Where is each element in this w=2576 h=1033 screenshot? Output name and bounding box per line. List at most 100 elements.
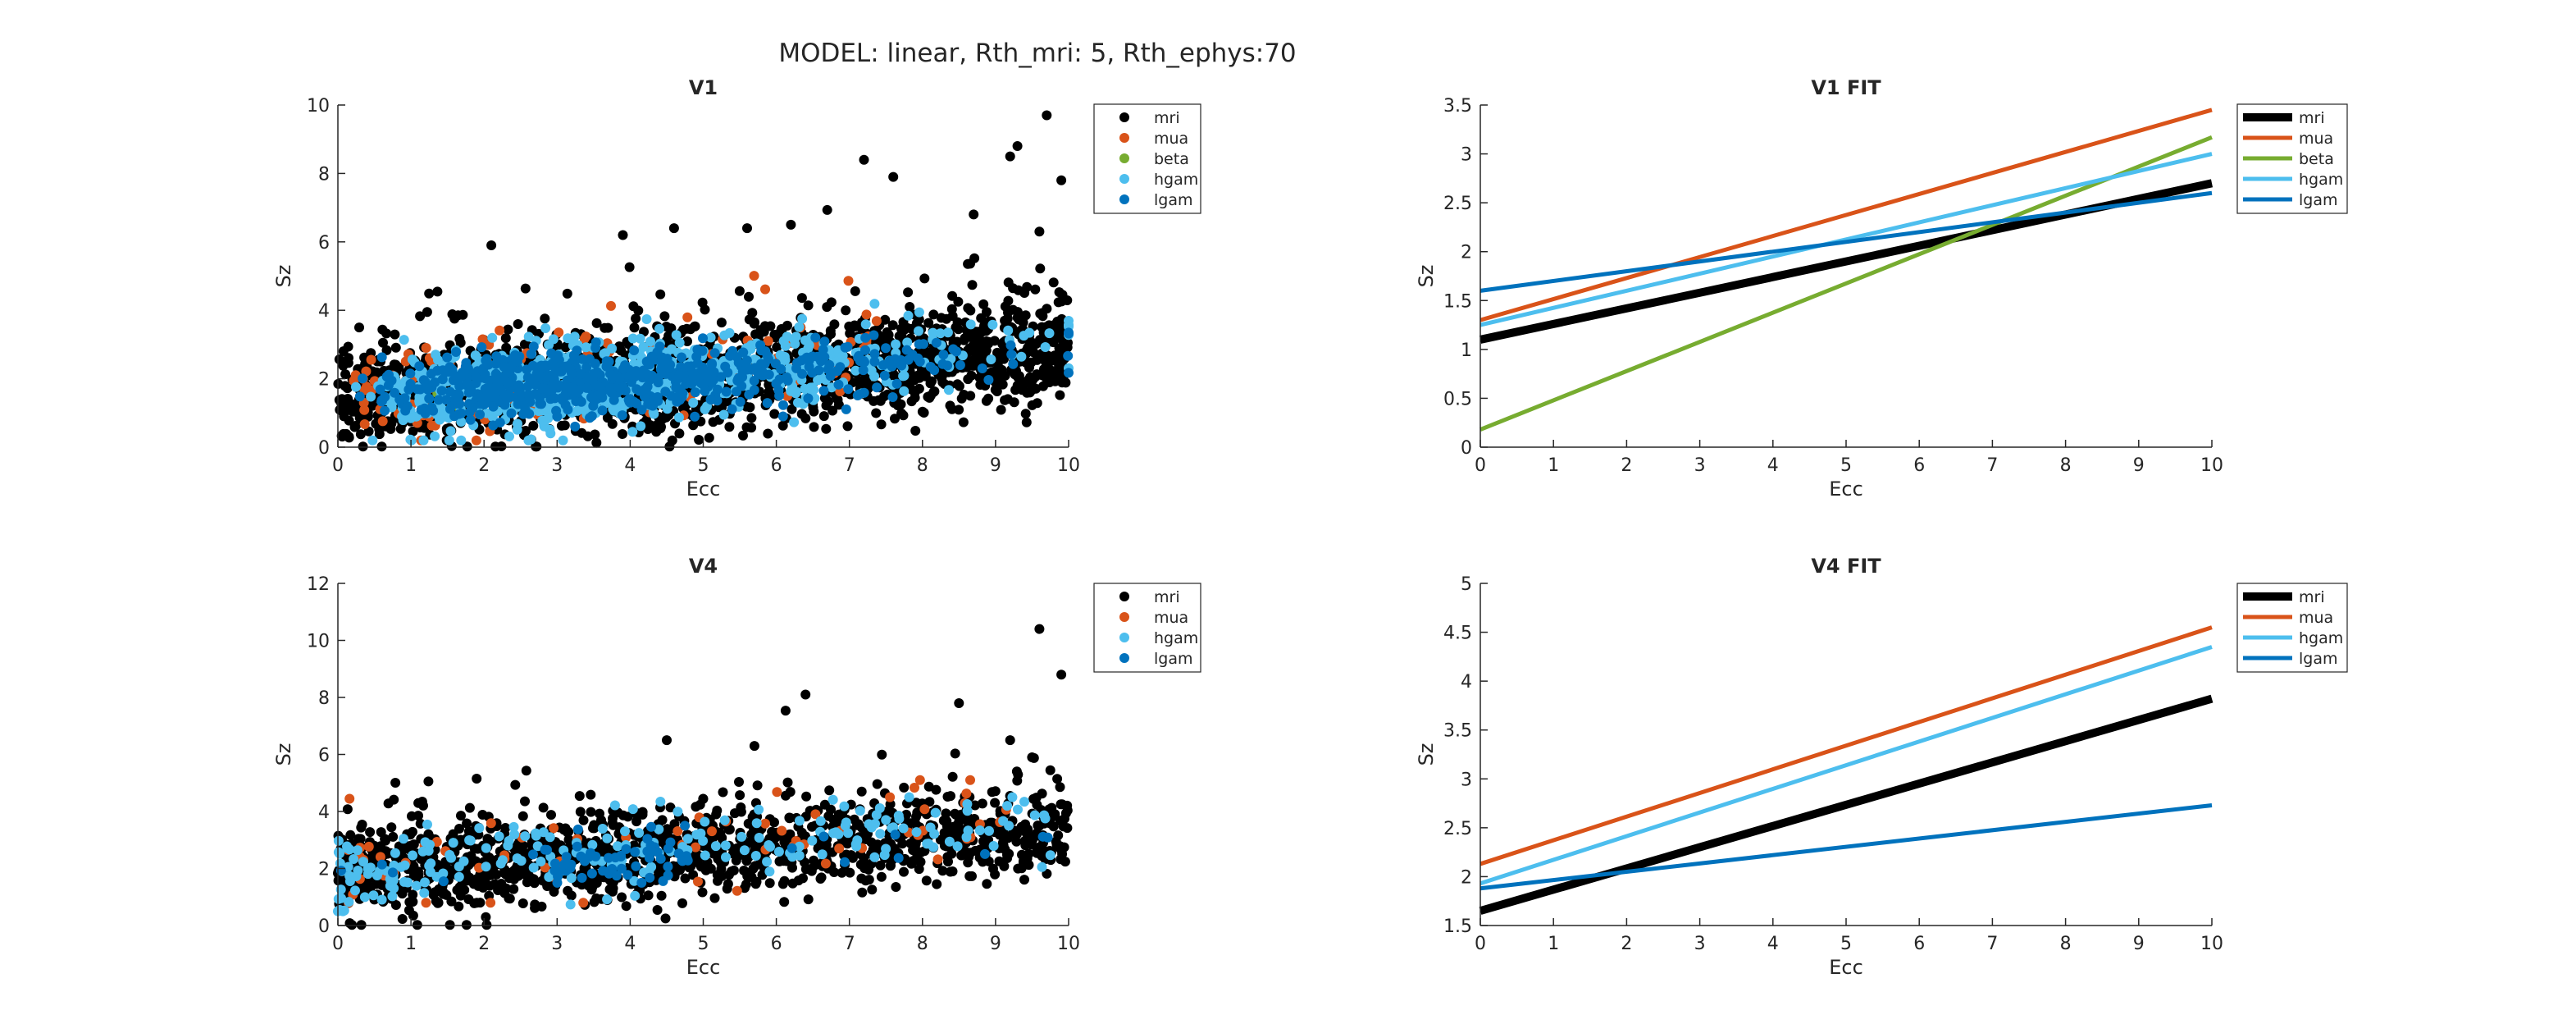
data-point-lgam xyxy=(721,386,732,397)
data-point-mri-outlier xyxy=(786,219,796,230)
data-point-hgam xyxy=(925,822,936,833)
data-point-mri xyxy=(413,811,423,821)
data-point-hgam xyxy=(718,409,729,420)
data-point-mri xyxy=(1002,833,1013,843)
data-point-mri xyxy=(656,890,667,901)
data-point-mri xyxy=(591,318,602,328)
data-point-lgam xyxy=(771,378,782,389)
data-point-mri xyxy=(578,815,589,825)
data-point-hgam xyxy=(1019,797,1029,807)
data-point-mri xyxy=(931,784,941,795)
data-point-lgam xyxy=(475,409,486,420)
data-point-lgam xyxy=(567,368,577,378)
data-point-hgam xyxy=(724,327,735,338)
y-tick-label: 0 xyxy=(318,438,330,459)
data-point-lgam xyxy=(528,341,539,352)
x-axis-label: Ecc xyxy=(686,478,721,501)
data-point-lgam xyxy=(454,381,465,391)
data-point-mri xyxy=(528,420,539,431)
data-point-mri xyxy=(345,830,356,840)
data-point-hgam xyxy=(1029,810,1040,820)
data-point-mri xyxy=(1011,766,1022,777)
data-point-lgam xyxy=(709,367,719,377)
data-point-lgam xyxy=(554,380,564,391)
data-point-mri xyxy=(899,866,909,877)
data-point-mri xyxy=(769,409,780,419)
data-point-hgam xyxy=(1002,801,1013,811)
data-point-mri xyxy=(454,901,464,912)
data-point-mri xyxy=(351,420,362,431)
data-point-mri xyxy=(355,834,366,844)
x-tick-label: 6 xyxy=(1913,455,1925,476)
data-point-lgam xyxy=(358,373,368,384)
data-point-hgam xyxy=(545,832,555,843)
data-point-hgam xyxy=(408,850,418,861)
data-point-mri xyxy=(1055,390,1065,400)
data-point-hgam xyxy=(602,833,613,843)
data-point-mri xyxy=(987,787,997,798)
data-point-mri xyxy=(1026,379,1037,390)
data-point-mri xyxy=(376,827,386,838)
data-point-mri xyxy=(965,848,976,858)
data-point-lgam xyxy=(893,852,904,863)
x-tick-label: 4 xyxy=(624,455,636,476)
data-point-mri xyxy=(958,417,969,427)
data-point-hgam xyxy=(914,326,923,336)
data-point-hgam xyxy=(815,816,826,826)
data-point-mri xyxy=(341,398,352,409)
data-point-mri xyxy=(365,827,376,838)
data-point-mri xyxy=(455,337,466,348)
data-point-mri xyxy=(1019,875,1029,885)
data-point-mri xyxy=(868,844,878,855)
y-tick-label: 4 xyxy=(318,301,330,322)
data-point-hgam xyxy=(813,375,823,386)
data-point-mri xyxy=(1050,319,1060,330)
data-point-lgam xyxy=(436,386,447,396)
data-point-mri xyxy=(841,305,851,316)
data-point-mri xyxy=(424,288,435,299)
data-point-mri xyxy=(481,912,491,922)
legend-label-beta: beta xyxy=(2299,150,2334,168)
plot-area xyxy=(1479,107,2214,432)
data-point-lgam xyxy=(804,355,814,366)
data-point-lgam xyxy=(938,350,949,360)
data-point-mri xyxy=(462,818,472,829)
data-point-mri xyxy=(946,848,957,859)
data-point-lgam xyxy=(869,356,880,367)
data-point-lgam xyxy=(454,390,464,400)
data-point-mua xyxy=(486,898,496,908)
data-point-mri xyxy=(624,262,635,272)
data-point-hgam xyxy=(922,839,932,849)
data-point-hgam xyxy=(1037,862,1047,872)
data-point-lgam xyxy=(672,391,682,402)
data-point-mua xyxy=(772,787,782,798)
data-point-lgam xyxy=(380,391,390,402)
data-point-lgam xyxy=(657,362,668,373)
data-point-mri xyxy=(826,329,836,340)
data-point-lgam xyxy=(513,380,524,391)
data-point-mri xyxy=(871,408,882,418)
data-point-mri xyxy=(750,879,761,889)
data-point-mri-outlier xyxy=(1012,141,1023,151)
data-point-hgam xyxy=(411,880,422,891)
data-point-lgam xyxy=(720,361,731,372)
data-point-lgam xyxy=(738,347,749,358)
data-point-hgam xyxy=(613,841,623,852)
data-point-mri xyxy=(1055,799,1066,810)
data-point-hgam xyxy=(641,314,652,324)
data-point-mua xyxy=(421,898,431,908)
data-point-hgam xyxy=(389,883,399,894)
data-point-mri xyxy=(770,332,781,343)
data-point-hgam xyxy=(773,847,784,857)
data-point-mri xyxy=(363,880,374,891)
y-tick-label: 3.5 xyxy=(1443,96,1472,117)
data-point-mri xyxy=(937,371,947,382)
data-point-mri xyxy=(490,441,501,452)
data-point-lgam xyxy=(749,376,759,386)
data-point-lgam xyxy=(604,356,614,367)
data-point-lgam xyxy=(488,401,499,412)
data-point-mri xyxy=(996,364,1007,375)
data-point-mri xyxy=(724,422,735,432)
data-point-mri xyxy=(1013,285,1024,295)
